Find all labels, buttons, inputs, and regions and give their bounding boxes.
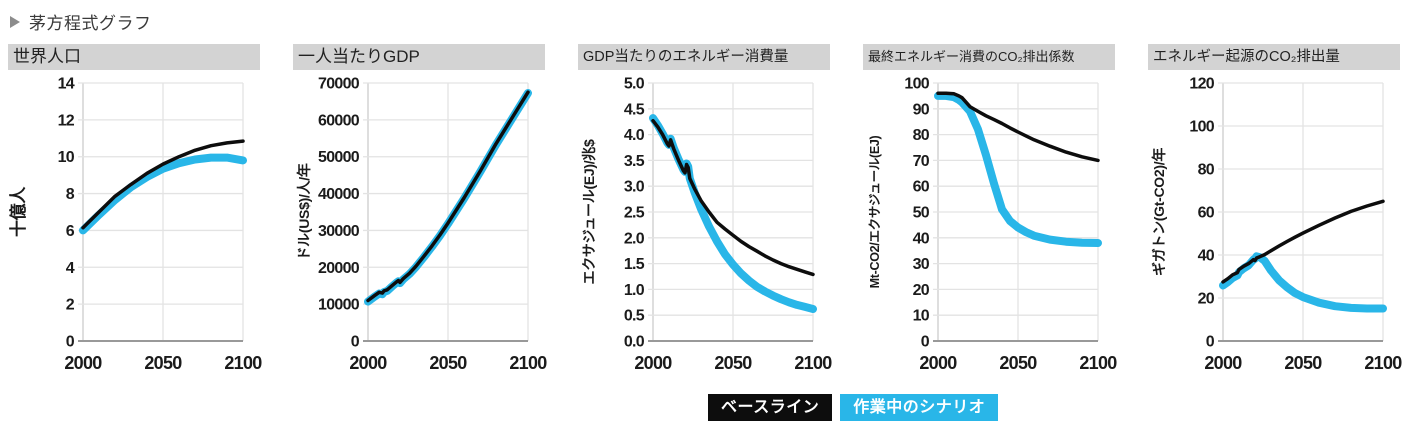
y-tick-label: 0 [351,334,360,351]
y-tick-label: 100 [904,76,929,93]
y-tick-label: 80 [1198,162,1215,179]
chart-plot: 0 10 20 30 40 50 60 70 80 90 100 2000 2050 2100 Mt-CO2… [868,76,1118,374]
y-tick-label: 1.5 [624,256,645,273]
x-tick-label: 2050 [999,353,1037,373]
chart-title-bar: 一人当たりGDP [293,44,545,70]
y-tick-label: 12 [58,112,75,129]
series-line-scenario [934,91,1102,247]
y-axis-title: 十億人 [8,186,28,237]
chart-title-bar: エネルギー起源のCO₂排出量 [1148,44,1400,70]
chart-plot: 0.0 0.5 1.0 1.5 2.0 2.5 3.0 3.5 4.0 4.5 5.0 2000 205… [581,76,833,374]
x-tick-label: 2050 [429,353,467,373]
y-tick-label: 40000 [318,186,360,203]
y-tick-label: 2.5 [624,205,645,222]
y-tick-label: 14 [58,76,75,93]
y-tick-label: 0 [66,334,75,351]
y-axis-title: ギガトン(Gt-CO2)/年 [1151,148,1167,276]
x-tick-label: 2050 [714,353,752,373]
series-line-baseline [936,91,1100,163]
chart-panel: GDP当たりのエネルギー消費量 0.0 0.5 1.0 1.5 2.0 2.5 3.0 3.5… [578,44,833,378]
x-tick-label: 2050 [144,353,182,373]
collapse-triangle-icon[interactable] [10,15,20,28]
y-tick-label: 100 [1189,119,1214,136]
legend: ベースライン 作業中のシナリオ [708,394,1408,421]
chart-panel: 最終エネルギー消費のCO₂排出係数 0 10 20 30 40 50 60 70 80 90 100… [863,44,1118,378]
y-tick-label: 0.0 [624,334,645,351]
legend-item[interactable]: ベースライン [708,394,833,421]
series-line-baseline [651,118,815,277]
y-axis-title: ドル(US$)/人/年 [296,163,312,260]
section-title: 茅方程式グラフ [29,14,152,33]
y-tick-label: 0.5 [624,308,645,325]
y-tick-label: 1.0 [624,282,645,299]
chart-plot: 0 20 40 60 80 100 120 2000 2050 2100 ギガトン(Gt-CO2)/… [1151,76,1403,374]
x-tick-label: 2000 [64,353,102,373]
y-axis-title: Mt-CO2/エクサジュール(EJ) [868,135,882,288]
chart-plot: 0 2 4 6 8 10 12 14 2000 2050 2100 十億人 [8,76,263,374]
y-tick-label: 2.0 [624,230,645,247]
x-tick-label: 2000 [1204,353,1242,373]
x-tick-label: 2000 [919,353,957,373]
y-tick-label: 60 [1198,205,1215,222]
y-tick-label: 0 [1206,334,1215,351]
chart-title-bar: GDP当たりのエネルギー消費量 [578,44,830,70]
y-tick-label: 60 [913,179,930,196]
y-tick-label: 0 [921,334,930,351]
y-tick-label: 60000 [318,112,360,129]
series-line-baseline [366,90,530,303]
series-line-baseline [1221,199,1385,284]
y-tick-label: 4.5 [624,101,645,118]
y-tick-label: 10000 [318,297,360,314]
series-line-baseline [81,139,245,230]
y-tick-label: 10 [913,308,930,325]
y-tick-label: 8 [66,186,75,203]
series-line-scenario [79,153,247,235]
x-tick-label: 2050 [1284,353,1322,373]
y-tick-label: 40 [1198,248,1215,265]
chart-title-bar: 世界人口 [8,44,260,70]
chart-panel: 一人当たりGDP 0 10000 20000 30000 40000 50000 60000… [293,44,548,378]
y-tick-label: 40 [913,230,930,247]
y-tick-label: 80 [913,127,930,144]
chart-title-bar: 最終エネルギー消費のCO₂排出係数 [863,44,1115,70]
chart-panel: 世界人口 0 2 4 6 8 10 12 14 2000 2050 2100 十億人 [8,44,263,378]
y-tick-label: 50000 [318,149,360,166]
y-tick-label: 20 [1198,291,1215,308]
x-tick-label: 2100 [1079,353,1117,373]
y-tick-label: 20000 [318,260,360,277]
y-tick-label: 10 [58,149,75,166]
y-tick-label: 70 [913,153,930,170]
legend-item[interactable]: 作業中のシナリオ [840,394,999,421]
y-tick-label: 4 [66,260,75,277]
x-tick-label: 2000 [634,353,672,373]
x-tick-label: 2100 [509,353,547,373]
chart-plot: 0 10000 20000 30000 40000 50000 60000 70000 2000… [296,76,548,374]
charts-row: 世界人口 0 2 4 6 8 10 12 14 2000 2050 2100 十億人 一人当たりGDP… [8,44,1408,378]
y-tick-label: 50 [913,205,930,222]
y-tick-label: 2 [66,297,75,314]
y-tick-label: 6 [66,223,75,240]
y-tick-label: 120 [1189,76,1214,93]
y-tick-label: 5.0 [624,76,645,93]
y-tick-label: 3.5 [624,153,645,170]
y-tick-label: 20 [913,282,930,299]
y-tick-label: 30000 [318,223,360,240]
y-tick-label: 4.0 [624,127,645,144]
y-axis-title: エクサジュール(EJ)/兆$ [581,139,597,284]
section-header[interactable]: 茅方程式グラフ [0,0,1408,34]
x-tick-label: 2100 [794,353,832,373]
x-tick-label: 2100 [1364,353,1402,373]
y-tick-label: 90 [913,101,930,118]
y-tick-label: 3.0 [624,179,645,196]
y-tick-label: 30 [913,256,930,273]
x-tick-label: 2000 [349,353,387,373]
chart-panel: エネルギー起源のCO₂排出量 0 20 40 60 80 100 120 2000 2050 21… [1148,44,1403,378]
x-tick-label: 2100 [224,353,262,373]
y-tick-label: 70000 [318,76,360,93]
